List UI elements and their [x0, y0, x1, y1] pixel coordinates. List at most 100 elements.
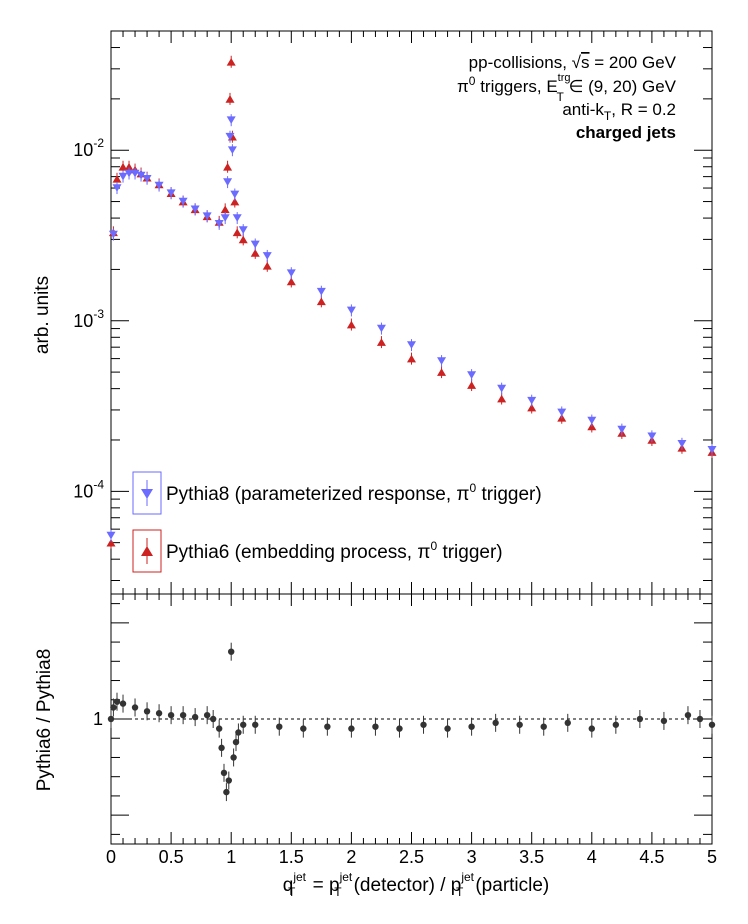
annotation-algorithm: anti-kT, R = 0.2 — [562, 100, 676, 123]
pythia6-point — [346, 320, 356, 329]
pythia8-point — [707, 446, 717, 454]
pythia6-point — [497, 394, 507, 403]
pythia8-point — [286, 269, 296, 278]
x-tick-label: 3 — [467, 847, 477, 867]
ratio-point — [143, 708, 151, 715]
ratio-point — [232, 738, 240, 746]
pythia8-point — [226, 116, 236, 125]
pythia8-point — [617, 425, 627, 434]
ratio-point — [218, 744, 225, 752]
ratio-point — [372, 723, 379, 730]
ratio-y-tick-label: 1 — [93, 709, 103, 729]
pythia8-point — [166, 189, 176, 197]
ratio-point — [113, 698, 121, 705]
pythia6-point — [437, 368, 447, 376]
annotation-jet-type: charged jets — [576, 123, 676, 142]
ratio-point — [588, 725, 595, 732]
x-tick-label: 0.5 — [159, 847, 184, 867]
pythia8-point — [106, 531, 116, 540]
ratio-point — [300, 725, 307, 732]
ratio-point — [220, 769, 228, 777]
y-tick-label: 10-4 — [73, 477, 104, 501]
pythia6-point — [112, 174, 122, 183]
ratio-point — [107, 715, 115, 723]
ratio-point — [696, 715, 704, 723]
annotation-block: pp-collisions, √s = 200 GeV π0 triggers,… — [457, 53, 677, 142]
ratio-point — [396, 725, 403, 732]
y-tick-label: 10-2 — [73, 136, 104, 160]
x-tick-label: 1 — [226, 847, 236, 867]
ratio-point — [660, 717, 668, 725]
x-tick-label: 4.5 — [639, 847, 664, 867]
pythia8-point — [178, 197, 188, 206]
legend-entry-pythia6: Pythia6 (embedding process, π0 trigger) — [132, 529, 503, 573]
x-tick-label: 3.5 — [519, 847, 544, 867]
ratio-point — [420, 721, 427, 728]
pythia6-point — [223, 162, 233, 171]
pythia8-point — [223, 178, 233, 186]
ratio-point — [228, 648, 235, 655]
pythia8-point — [557, 408, 567, 417]
pythia8-point — [316, 287, 326, 296]
legend: Pythia8 (parameterized response, π0 trig… — [132, 471, 542, 573]
pythia8-point — [232, 214, 242, 222]
pythia6-point — [220, 205, 230, 214]
annotation-trigger: π0 triggers, Etrg T ∈ (9, 20) GeV — [457, 72, 677, 104]
pythia8-point — [202, 212, 212, 221]
pythia6-point — [124, 162, 134, 171]
main-plot-series — [106, 55, 717, 549]
pythia8-point — [108, 230, 118, 239]
pythia8-point — [136, 171, 146, 180]
ratio-point — [348, 725, 355, 732]
pythia8-point — [154, 181, 164, 190]
pythia8-point — [142, 174, 152, 183]
pythia8-point — [587, 416, 597, 425]
ratio-y-axis-label: Pythia6 / Pythia8 — [34, 649, 55, 792]
pythia6-point — [250, 249, 260, 257]
pythia8-point — [407, 341, 416, 349]
y-tick-label: 10-3 — [73, 307, 104, 331]
pythia6-point — [225, 95, 235, 103]
ratio-point — [684, 711, 692, 719]
ratio-point — [235, 729, 242, 736]
pythia8-point — [227, 146, 237, 155]
x-tick-label: 0 — [106, 847, 116, 867]
ratio-point — [540, 723, 547, 730]
legend-label-pythia8: Pythia8 (parameterized response, π0 trig… — [166, 481, 542, 505]
legend-label-pythia6: Pythia6 (embedding process, π0 trigger) — [166, 539, 503, 563]
pythia8-point — [214, 220, 224, 228]
pythia6-point — [286, 277, 296, 286]
pythia6-point — [262, 261, 272, 270]
ratio-point — [131, 704, 139, 711]
pythia8-point — [230, 190, 240, 199]
pythia8-point — [647, 432, 657, 441]
pythia8-point — [124, 169, 134, 178]
ratio-point — [444, 725, 451, 732]
pythia8-point — [190, 205, 200, 214]
ratio-point — [612, 721, 620, 728]
ratio-plot-axes: 0 0.5 1 1.5 2 2.5 3 3.5 4 4.5 5 1 — [93, 594, 717, 867]
pythia6-point — [316, 297, 326, 306]
main-plot-axes: 10-2 10-3 10-4 — [73, 30, 713, 594]
pythia6-point — [232, 228, 242, 237]
ratio-point — [179, 711, 187, 719]
ratio-plot-series — [107, 642, 716, 802]
pythia6-point — [376, 338, 386, 346]
ratio-point — [252, 721, 259, 728]
pythia6-point — [230, 197, 240, 206]
pythia8-point — [346, 306, 356, 315]
pythia8-point — [112, 184, 122, 192]
x-tick-label: 5 — [707, 847, 717, 867]
pythia8-point — [238, 226, 248, 234]
ratio-point — [110, 704, 117, 711]
ratio-point — [708, 721, 716, 728]
pythia6-point — [407, 354, 416, 363]
ratio-point — [203, 711, 211, 719]
ratio-point — [564, 719, 571, 727]
pythia8-point — [262, 252, 272, 260]
pythia6-point — [527, 403, 537, 412]
pythia6-point — [226, 57, 236, 66]
x-tick-label: 1.5 — [279, 847, 304, 867]
ratio-point — [191, 713, 199, 721]
